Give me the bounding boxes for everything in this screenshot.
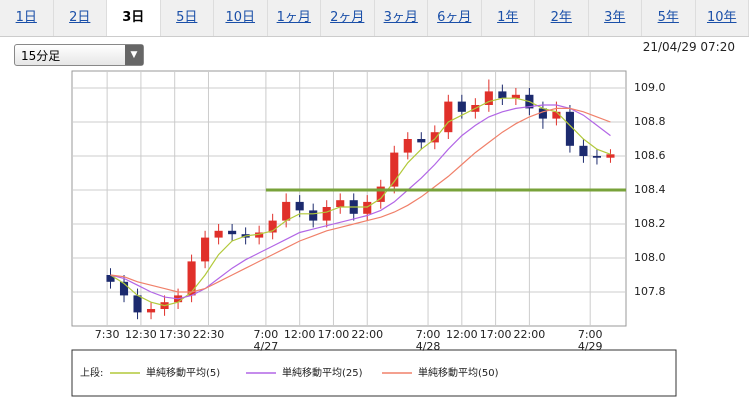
tab[interactable]: 5日 bbox=[161, 0, 214, 36]
tab[interactable]: 6ヶ月 bbox=[428, 0, 482, 36]
candle-body bbox=[376, 186, 385, 202]
candle-body bbox=[282, 201, 291, 221]
candle-body bbox=[606, 154, 615, 158]
plot-frame bbox=[71, 70, 627, 327]
candle-body bbox=[565, 111, 574, 146]
tab[interactable]: 10日 bbox=[214, 0, 268, 36]
candle-body bbox=[444, 101, 453, 133]
candle-body bbox=[538, 108, 547, 119]
tab[interactable]: 2年 bbox=[535, 0, 589, 36]
tab[interactable]: 2日 bbox=[54, 0, 107, 36]
x-tick-label: 12:00 bbox=[284, 328, 316, 341]
legend-label: 単純移動平均(50) bbox=[418, 366, 499, 379]
date-label: 4/27 bbox=[254, 340, 279, 353]
candle-body bbox=[592, 156, 602, 158]
candle-body bbox=[214, 230, 223, 238]
ma-line bbox=[110, 104, 611, 300]
tab[interactable]: 5年 bbox=[642, 0, 696, 36]
candle-body bbox=[133, 295, 142, 313]
tab[interactable]: 2ヶ月 bbox=[321, 0, 375, 36]
candle-body bbox=[119, 281, 129, 296]
y-tick-label: 108.4 bbox=[634, 183, 666, 196]
tab[interactable]: 1日 bbox=[0, 0, 54, 36]
y-tick-label: 108.6 bbox=[634, 149, 666, 162]
ma-line bbox=[110, 97, 611, 307]
candle-body bbox=[187, 261, 196, 296]
y-tick-label: 109.0 bbox=[634, 81, 666, 94]
x-tick-label: 17:00 bbox=[318, 328, 350, 341]
candle-body bbox=[268, 220, 277, 233]
candle-body bbox=[579, 145, 588, 156]
y-tick-label: 107.8 bbox=[634, 285, 666, 298]
x-tick-label: 7:30 bbox=[95, 328, 120, 341]
dropdown-arrow[interactable]: ▼ bbox=[125, 45, 143, 65]
tab[interactable]: 3日 bbox=[107, 0, 161, 36]
y-tick-label: 108.0 bbox=[634, 251, 666, 264]
candle-body bbox=[106, 275, 115, 282]
candle-body bbox=[201, 237, 210, 262]
x-tick-label: 22:00 bbox=[514, 328, 546, 341]
candle-body bbox=[457, 101, 466, 112]
candle-body bbox=[295, 201, 304, 211]
x-tick-label: 22:00 bbox=[351, 328, 383, 341]
candle-body bbox=[552, 111, 561, 119]
candle-body bbox=[498, 91, 507, 99]
y-tick-label: 108.8 bbox=[634, 115, 666, 128]
date-label: 4/28 bbox=[416, 340, 441, 353]
y-tick-label: 108.2 bbox=[634, 217, 666, 230]
legend-box bbox=[71, 349, 677, 397]
x-tick-label: 17:00 bbox=[480, 328, 512, 341]
interval-dropdown[interactable]: 15分足 ▼ bbox=[14, 44, 144, 66]
tab[interactable]: 1ヶ月 bbox=[268, 0, 321, 36]
timestamp: 21/04/29 07:20 bbox=[642, 40, 735, 54]
x-tick-label: 7:00 bbox=[578, 328, 603, 341]
candle-body bbox=[430, 132, 439, 143]
candle-body bbox=[417, 139, 426, 143]
date-label: 4/29 bbox=[578, 340, 603, 353]
candle-body bbox=[322, 207, 331, 221]
candle-body bbox=[511, 94, 520, 99]
candle-body bbox=[228, 230, 237, 235]
legend-label: 単純移動平均(5) bbox=[146, 366, 220, 379]
tab[interactable]: 1年 bbox=[482, 0, 535, 36]
candle-body bbox=[403, 139, 412, 153]
tab[interactable]: 3年 bbox=[589, 0, 642, 36]
candle-body bbox=[146, 309, 156, 313]
x-tick-label: 22:30 bbox=[193, 328, 225, 341]
legend-label: 単純移動平均(25) bbox=[282, 366, 363, 379]
candle-body bbox=[390, 152, 399, 187]
x-tick-label: 17:30 bbox=[159, 328, 191, 341]
candle-body bbox=[309, 210, 318, 221]
legend-title: 上段: bbox=[80, 366, 103, 379]
x-tick-label: 7:00 bbox=[254, 328, 279, 341]
x-tick-label: 7:00 bbox=[416, 328, 441, 341]
candle-body bbox=[255, 232, 264, 238]
candle-body bbox=[336, 200, 345, 207]
candle-body bbox=[363, 201, 372, 214]
candle-body bbox=[484, 91, 493, 105]
dropdown-label: 15分足 bbox=[21, 49, 61, 63]
tab-bar: 1日 2日 3日 5日 10日 1ヶ月 2ヶ月 3ヶ月 6ヶ月 1年 2年 3年 5年 10年 bbox=[0, 0, 749, 37]
x-tick-label: 12:00 bbox=[446, 328, 478, 341]
x-tick-label: 12:30 bbox=[125, 328, 157, 341]
ma-line bbox=[110, 107, 611, 293]
tab[interactable]: 3ヶ月 bbox=[375, 0, 428, 36]
